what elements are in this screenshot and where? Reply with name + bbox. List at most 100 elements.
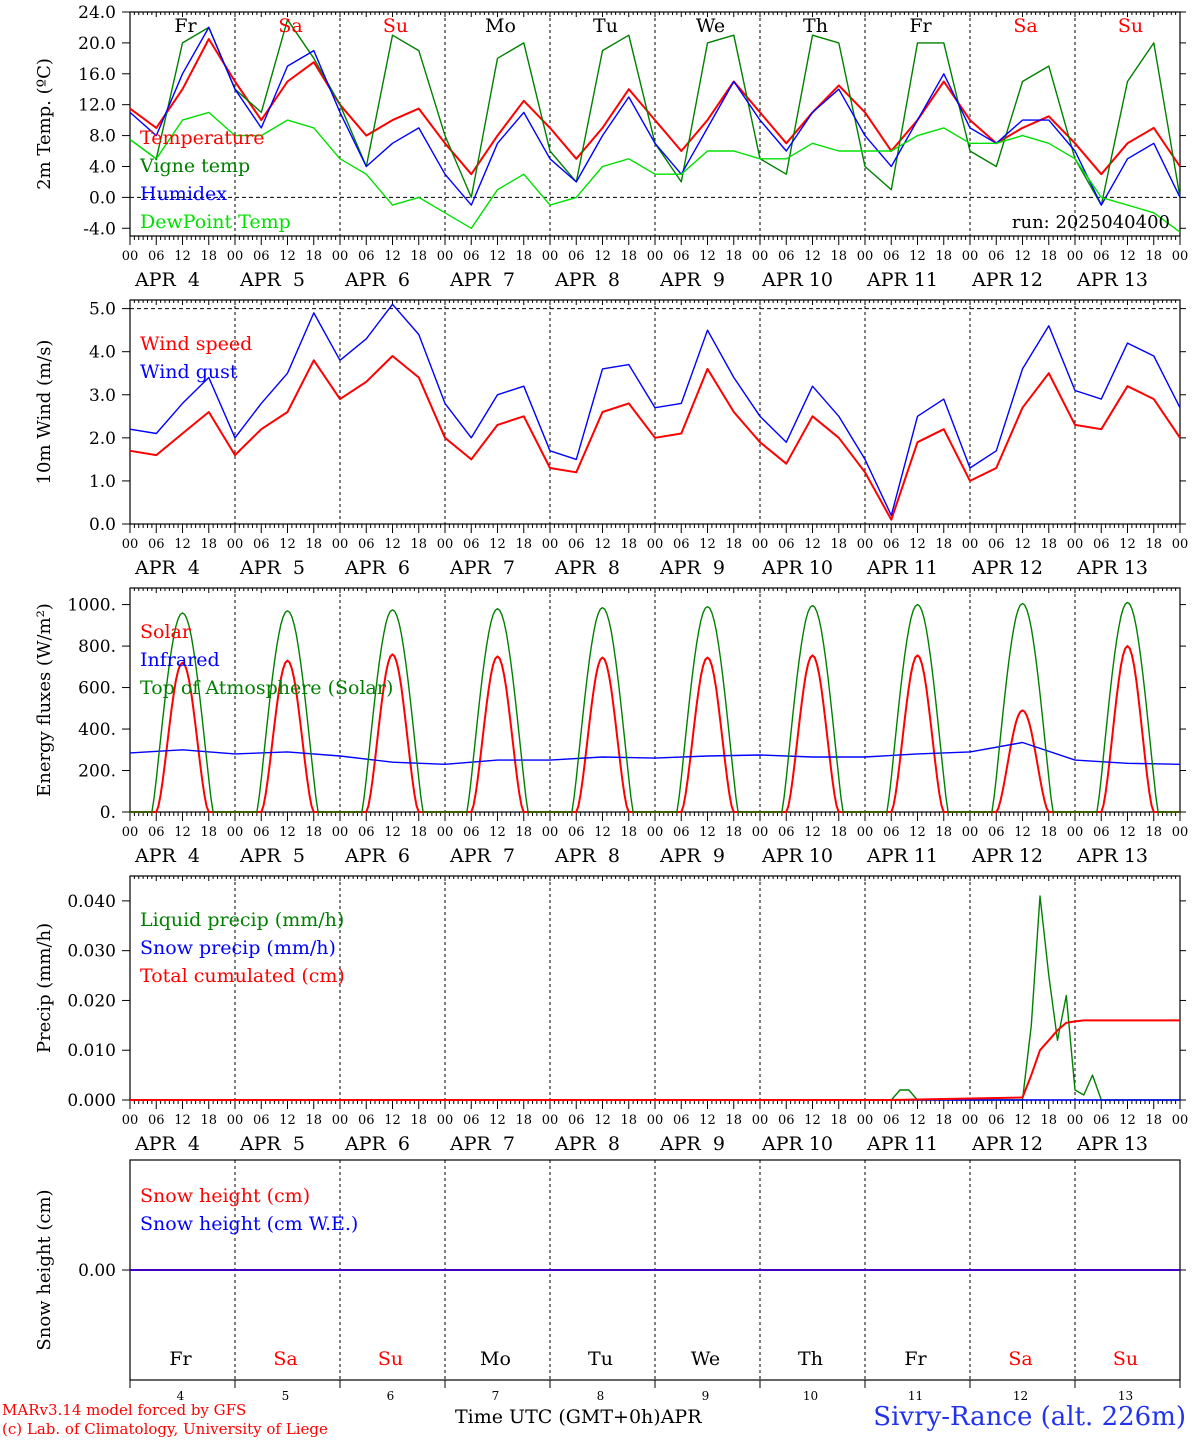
date-label: APR 4 bbox=[134, 557, 200, 579]
hour-tick-label: 00 bbox=[1172, 1113, 1189, 1128]
hour-tick-label: 12 bbox=[1014, 249, 1031, 264]
legend-entry: Snow precip (mm/h) bbox=[140, 937, 336, 959]
hour-tick-label: 18 bbox=[725, 825, 742, 840]
hour-tick-label: 18 bbox=[515, 537, 532, 552]
hour-tick-label: 06 bbox=[988, 537, 1005, 552]
time-axis-text: Time UTC (GMT+0h) bbox=[455, 1406, 661, 1428]
hour-tick-label: 18 bbox=[935, 1113, 952, 1128]
hour-tick-label: 18 bbox=[1145, 537, 1162, 552]
hour-tick-label: 18 bbox=[410, 1113, 427, 1128]
hour-tick-label: 12 bbox=[174, 1113, 191, 1128]
y-axis-label: 2m Temp. (ºC) bbox=[34, 58, 55, 190]
hour-tick-label: 12 bbox=[909, 537, 926, 552]
hour-tick-label: 06 bbox=[778, 825, 795, 840]
hour-tick-label: 00 bbox=[1067, 537, 1084, 552]
series-line-red bbox=[130, 1019, 1180, 1101]
hour-tick-label: 00 bbox=[752, 537, 769, 552]
date-label: APR 6 bbox=[344, 1133, 410, 1155]
hour-tick-label: 06 bbox=[1093, 537, 1110, 552]
hour-tick-label: 06 bbox=[568, 537, 585, 552]
hour-tick-label: 12 bbox=[804, 249, 821, 264]
hour-tick-label: 12 bbox=[1119, 825, 1136, 840]
panel-frame bbox=[129, 587, 1181, 813]
date-label: APR 9 bbox=[659, 1133, 725, 1155]
hour-tick-label: 18 bbox=[620, 249, 637, 264]
legend-entry: Solar bbox=[140, 621, 192, 643]
y-tick-label: 8.0 bbox=[89, 127, 116, 147]
hour-tick-label: 00 bbox=[227, 1113, 244, 1128]
month-label: APR bbox=[660, 1406, 702, 1428]
hour-tick-label: 18 bbox=[200, 1113, 217, 1128]
date-label: APR 13 bbox=[1076, 557, 1148, 579]
day-abbr-top-label: Th bbox=[803, 15, 828, 37]
hour-tick-label: 06 bbox=[1093, 825, 1110, 840]
hour-tick-label: 00 bbox=[647, 537, 664, 552]
hour-tick-label: 18 bbox=[410, 825, 427, 840]
day-abbr-label: Tu bbox=[588, 1348, 613, 1370]
hour-tick-label: 18 bbox=[305, 249, 322, 264]
day-number-label: 7 bbox=[492, 1389, 500, 1403]
hour-tick-label: 12 bbox=[279, 537, 296, 552]
date-label: APR 7 bbox=[449, 557, 515, 579]
date-label: APR 5 bbox=[239, 269, 305, 291]
hour-tick-label: 12 bbox=[699, 1113, 716, 1128]
hour-tick-label: 00 bbox=[542, 825, 559, 840]
legend-entry: Humidex bbox=[140, 183, 227, 205]
date-label: APR 12 bbox=[971, 845, 1043, 867]
hour-tick-label: 06 bbox=[358, 537, 375, 552]
hour-tick-label: 00 bbox=[437, 825, 454, 840]
y-tick-label: 800. bbox=[78, 637, 116, 657]
date-label: APR 5 bbox=[239, 1133, 305, 1155]
hour-tick-label: 18 bbox=[200, 249, 217, 264]
date-label: APR 6 bbox=[344, 557, 410, 579]
y-tick-label: 1.0 bbox=[89, 472, 116, 492]
hour-tick-label: 18 bbox=[1040, 825, 1057, 840]
hour-tick-label: 06 bbox=[463, 1113, 480, 1128]
hour-tick-label: 06 bbox=[988, 1113, 1005, 1128]
hour-tick-label: 00 bbox=[647, 249, 664, 264]
day-abbr-top-label: Sa bbox=[278, 15, 302, 37]
y-tick-label: 4.0 bbox=[89, 157, 116, 177]
hour-tick-label: 06 bbox=[673, 1113, 690, 1128]
hour-tick-label: 00 bbox=[962, 537, 979, 552]
hour-tick-label: 00 bbox=[227, 537, 244, 552]
hour-tick-label: 18 bbox=[200, 537, 217, 552]
hour-tick-label: 12 bbox=[804, 537, 821, 552]
hour-tick-label: 12 bbox=[1119, 537, 1136, 552]
hour-tick-label: 00 bbox=[752, 249, 769, 264]
hour-tick-label: 12 bbox=[1119, 1113, 1136, 1128]
date-label: APR 7 bbox=[449, 269, 515, 291]
day-abbr-label: Mo bbox=[480, 1348, 511, 1370]
site-label: Sivry-Rance (alt. 226m) bbox=[873, 1402, 1186, 1432]
day-abbr-top-label: Su bbox=[1118, 15, 1143, 37]
date-label: APR 10 bbox=[761, 557, 833, 579]
hour-tick-label: 12 bbox=[909, 825, 926, 840]
hour-tick-label: 18 bbox=[305, 537, 322, 552]
hour-tick-label: 18 bbox=[1145, 249, 1162, 264]
hour-tick-label: 00 bbox=[1067, 825, 1084, 840]
day-number-label: 10 bbox=[803, 1389, 818, 1403]
hour-tick-label: 06 bbox=[988, 249, 1005, 264]
y-tick-label: 5.0 bbox=[89, 300, 116, 320]
hour-tick-label: 06 bbox=[778, 537, 795, 552]
hour-tick-label: 00 bbox=[857, 249, 874, 264]
hour-tick-label: 06 bbox=[463, 825, 480, 840]
legend-entry: Vigne temp bbox=[139, 155, 250, 177]
date-label: APR 8 bbox=[554, 269, 620, 291]
hour-tick-label: 12 bbox=[1119, 249, 1136, 264]
hour-tick-label: 00 bbox=[962, 1113, 979, 1128]
hour-tick-label: 00 bbox=[1067, 1113, 1084, 1128]
y-tick-label: -4.0 bbox=[83, 219, 116, 239]
hour-tick-label: 00 bbox=[647, 825, 664, 840]
y-tick-label: 1000. bbox=[67, 596, 116, 616]
hour-tick-label: 12 bbox=[174, 249, 191, 264]
y-tick-label: 400. bbox=[78, 720, 116, 740]
run-annotation: run: 2025040400 bbox=[1012, 212, 1170, 233]
series-line-blue bbox=[129, 303, 1181, 517]
y-axis-label: Precip (mm/h) bbox=[34, 923, 55, 1053]
y-tick-label: 0.040 bbox=[67, 892, 116, 912]
date-label: APR 11 bbox=[866, 845, 938, 867]
y-tick-label: 0.00 bbox=[78, 1261, 116, 1281]
hour-tick-label: 00 bbox=[542, 537, 559, 552]
day-abbr-label: We bbox=[691, 1348, 720, 1370]
